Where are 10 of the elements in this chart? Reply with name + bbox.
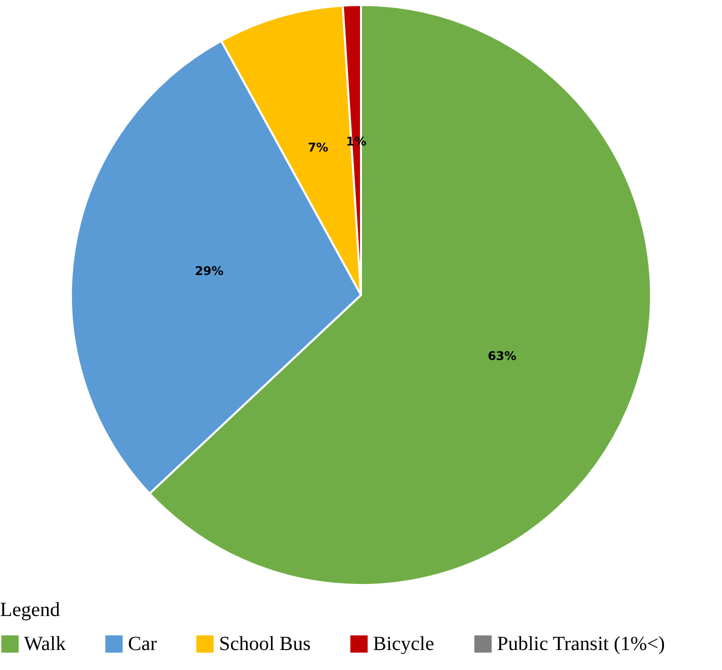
data-label: 63% [488, 349, 516, 364]
legend-label: School Bus [219, 633, 311, 655]
legend-title: Legend [0, 599, 60, 621]
legend-label: Public Transit (1%<) [497, 633, 665, 655]
data-label: 7% [308, 140, 328, 154]
legend-label: Walk [24, 633, 66, 655]
legend-label: Bicycle [373, 633, 434, 655]
data-label: 1% [346, 134, 366, 148]
data-label: 29% [194, 264, 224, 278]
legend-label: Car [128, 633, 158, 655]
